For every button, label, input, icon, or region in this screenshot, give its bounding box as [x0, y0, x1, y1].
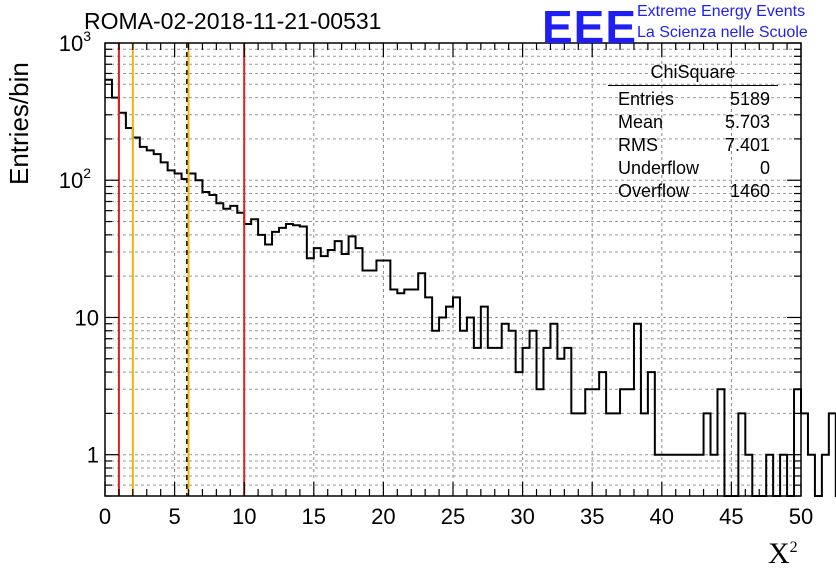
y-tick-label: 102: [59, 165, 91, 193]
stats-value: 5.703: [724, 112, 770, 132]
axes: [104, 42, 802, 497]
x-axis-label-base: X: [768, 537, 790, 570]
stats-label: Overflow: [618, 181, 690, 201]
x-tick-label: 40: [650, 504, 674, 529]
stats-row-mean: Mean 5.703: [608, 111, 778, 134]
stats-value: 0: [759, 158, 770, 178]
x-tick-label: 10: [232, 504, 256, 529]
reference-lines: [117, 43, 246, 496]
stats-row-rms: RMS 7.401: [608, 134, 778, 157]
x-tick-label: 25: [441, 504, 465, 529]
x-tick-label: 5: [168, 504, 180, 529]
x-tick-label: 50: [789, 504, 813, 529]
logo-subtitle-2: La Scienza nelle Scuole: [637, 24, 808, 41]
stats-label: RMS: [618, 135, 658, 155]
run-title: ROMA-02-2018-11-21-00531: [84, 8, 382, 34]
eee-logo: EEE: [542, 1, 638, 53]
stats-box: ChiSquare Entries 5189 Mean 5.703 RMS 7.…: [608, 62, 778, 203]
x-tick-label: 20: [371, 504, 395, 529]
tick-labels: 0 5 10 15 20 25 30 35 40 45 50 1 10 102 103: [59, 28, 814, 529]
x-tick-label: 45: [719, 504, 743, 529]
y-tick-label: 1: [87, 443, 99, 468]
x-axis-label: X2: [768, 537, 798, 571]
stats-title: ChiSquare: [608, 62, 778, 86]
stats-row-entries: Entries 5189: [608, 88, 778, 111]
y-tick-label: 103: [59, 28, 91, 56]
stats-value: 1460: [729, 181, 770, 201]
stats-value: 7.401: [724, 135, 770, 155]
y-axis-label: Entries/bin: [4, 62, 34, 185]
stats-value: 5189: [729, 89, 770, 109]
stats-label: Mean: [618, 112, 664, 132]
x-tick-label: 35: [580, 504, 604, 529]
stats-row-underflow: Underflow 0: [608, 157, 778, 180]
stats-label: Entries: [618, 89, 675, 109]
stats-label: Underflow: [618, 158, 700, 178]
y-tick-label: 10: [75, 305, 99, 330]
x-tick-label: 15: [302, 504, 326, 529]
grid-lines: [105, 43, 801, 496]
logo-subtitle-1: Extreme Energy Events: [637, 3, 806, 20]
x-axis-label-exponent: 2: [789, 539, 798, 556]
histogram-line: [105, 78, 836, 497]
histogram-series: [105, 78, 836, 497]
stats-row-overflow: Overflow 1460: [608, 180, 778, 203]
x-tick-label: 30: [510, 504, 534, 529]
x-tick-label: 0: [99, 504, 111, 529]
